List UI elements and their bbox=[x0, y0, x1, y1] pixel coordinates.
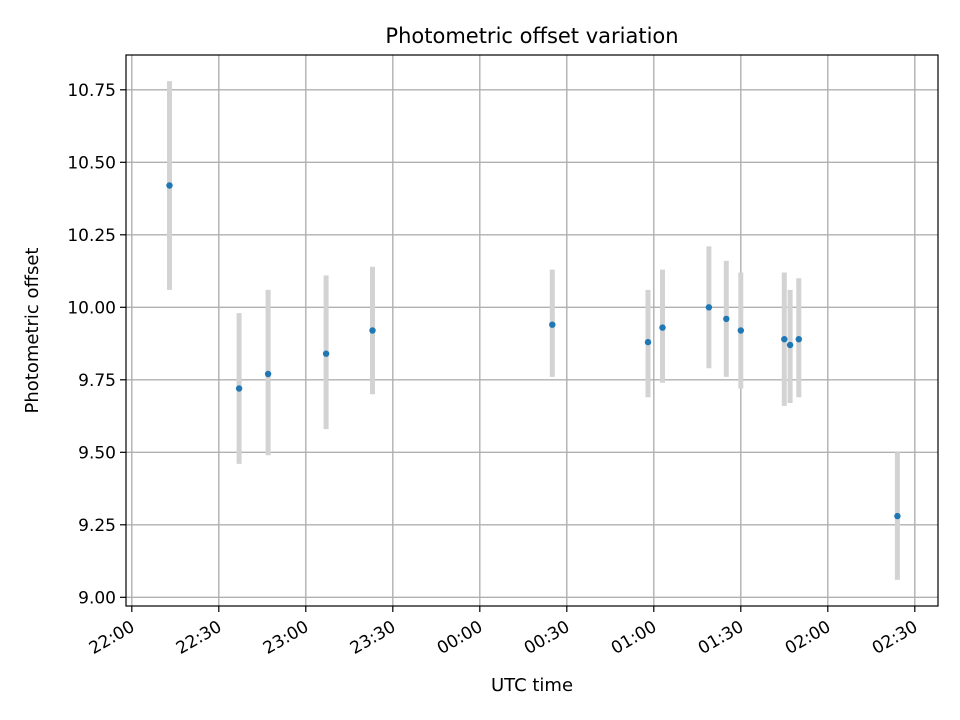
y-tick-label: 10.00 bbox=[67, 298, 116, 318]
data-point bbox=[322, 350, 330, 357]
data-point bbox=[644, 338, 652, 346]
x-tick-label: 22:30 bbox=[173, 617, 225, 659]
data-point bbox=[705, 304, 713, 311]
y-tick-label: 10.25 bbox=[67, 226, 116, 246]
data-point bbox=[549, 321, 556, 328]
errorbar-layer bbox=[167, 81, 900, 580]
data-point bbox=[795, 336, 802, 343]
y-tick-label: 9.25 bbox=[78, 516, 116, 536]
data-point bbox=[786, 341, 794, 349]
y-tick-label: 9.75 bbox=[78, 371, 116, 391]
tick-layer: 22:00 22:30 23:00 23:30 00:00 00:30 01:00 01:30… bbox=[67, 81, 921, 659]
x-axis-title: UTC time bbox=[491, 675, 573, 696]
data-point bbox=[235, 385, 243, 392]
y-axis-title: Photometric offset bbox=[22, 248, 43, 414]
x-tick-label: 02:30 bbox=[869, 617, 921, 659]
x-tick-label: 00:30 bbox=[521, 617, 573, 659]
y-tick-label: 9.50 bbox=[78, 443, 116, 463]
chart-title: Photometric offset variation bbox=[385, 24, 678, 48]
x-tick-label: 23:30 bbox=[347, 617, 399, 659]
x-tick-label: 01:30 bbox=[695, 617, 747, 659]
y-tick-label: 10.75 bbox=[67, 81, 116, 101]
data-point bbox=[166, 182, 173, 189]
x-tick-label: 22:00 bbox=[86, 617, 138, 659]
plot-frame bbox=[125, 54, 939, 607]
data-point bbox=[369, 327, 376, 334]
y-tick-label: 10.50 bbox=[67, 153, 116, 173]
data-point bbox=[737, 327, 744, 334]
y-tick-label: 9.00 bbox=[78, 588, 116, 608]
data-point bbox=[659, 324, 666, 331]
data-point bbox=[723, 315, 730, 323]
data-point bbox=[264, 370, 272, 378]
x-tick-label: 01:00 bbox=[608, 617, 660, 659]
x-tick-label: 02:00 bbox=[782, 617, 834, 659]
data-point bbox=[894, 512, 901, 520]
data-point bbox=[781, 336, 788, 343]
point-layer bbox=[166, 182, 901, 520]
x-tick-label: 23:00 bbox=[260, 617, 312, 659]
grid-layer bbox=[126, 55, 938, 606]
x-tick-label: 00:00 bbox=[434, 617, 486, 659]
